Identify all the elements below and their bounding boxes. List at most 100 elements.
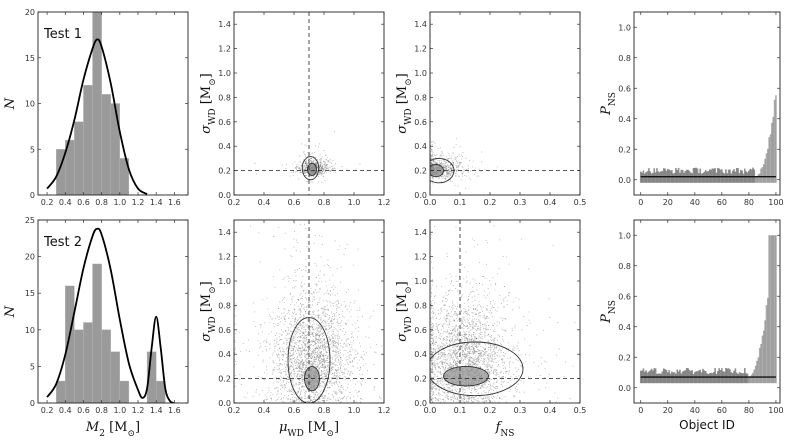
sample-point — [298, 395, 300, 397]
sample-point — [314, 354, 316, 356]
sample-point — [314, 351, 316, 353]
sample-point — [297, 398, 299, 400]
sample-point — [345, 292, 347, 293]
sample-point — [476, 175, 478, 177]
sample-point — [315, 351, 317, 353]
sample-point — [280, 399, 282, 400]
sample-point — [304, 349, 306, 351]
sample-point — [488, 349, 490, 351]
sample-point — [290, 324, 292, 325]
sample-point — [282, 354, 284, 355]
sample-point — [278, 324, 279, 326]
sample-point — [352, 264, 354, 266]
sample-point — [290, 391, 292, 392]
sample-point — [460, 359, 462, 361]
sample-point — [446, 342, 448, 344]
sample-point — [298, 299, 300, 301]
sample-point — [331, 325, 333, 327]
sample-point — [459, 276, 460, 277]
sample-point — [277, 353, 279, 355]
sample-point — [492, 345, 494, 347]
x-tick-label: 0 — [638, 198, 643, 207]
sample-point — [298, 363, 300, 365]
sample-point — [301, 359, 303, 361]
sample-point — [346, 356, 348, 358]
sample-point — [334, 218, 335, 219]
sample-point — [310, 293, 312, 295]
sample-point — [319, 331, 321, 332]
sample-point — [335, 392, 337, 394]
sample-point — [437, 356, 439, 358]
sample-point — [287, 377, 289, 379]
sample-point — [432, 376, 434, 378]
sample-point — [357, 316, 359, 318]
sample-point — [447, 176, 449, 178]
sample-point — [319, 327, 321, 329]
sample-point — [320, 379, 321, 381]
sample-point — [444, 169, 446, 171]
sample-point — [435, 158, 437, 160]
sample-point — [449, 390, 451, 392]
sample-point — [323, 335, 325, 336]
sample-point — [331, 376, 333, 378]
sample-point — [309, 295, 311, 297]
sample-point — [295, 169, 297, 171]
sample-point — [349, 348, 351, 350]
sample-point — [300, 161, 302, 163]
sample-point — [283, 367, 285, 369]
sample-point — [298, 363, 300, 364]
sample-point — [296, 239, 297, 241]
sample-point — [307, 353, 309, 355]
sample-point — [302, 325, 304, 327]
sample-point — [297, 319, 299, 321]
sample-point — [457, 162, 458, 164]
probability-column — [711, 168, 714, 183]
sample-point — [313, 313, 315, 315]
sample-point — [443, 177, 445, 179]
sample-point — [292, 336, 294, 338]
sample-point — [319, 372, 320, 374]
sample-point — [296, 368, 298, 369]
sample-point — [289, 292, 291, 294]
sample-point — [330, 368, 332, 370]
sample-point — [290, 371, 292, 373]
sample-point — [321, 359, 323, 361]
sample-point — [430, 163, 432, 165]
sample-point — [303, 171, 305, 172]
y-tick-label: 0.2 — [218, 167, 231, 176]
sample-point — [334, 369, 336, 371]
sample-point — [314, 358, 316, 360]
sample-point — [441, 309, 443, 311]
sample-point — [332, 382, 334, 384]
sample-point — [440, 164, 442, 166]
sample-point — [333, 376, 335, 378]
sample-point — [303, 290, 305, 292]
y-axis-label: PNS — [599, 92, 618, 116]
sample-point — [310, 396, 312, 397]
sample-point — [279, 358, 281, 360]
sample-point — [339, 352, 341, 354]
sample-point — [500, 302, 502, 304]
probability-column — [699, 168, 702, 183]
sample-point — [370, 346, 372, 348]
sample-point — [298, 362, 300, 364]
sample-point — [326, 354, 328, 356]
y-tick-label: 0.2 — [218, 375, 231, 384]
sample-point — [279, 333, 281, 335]
sample-point — [325, 365, 327, 367]
sample-point — [316, 360, 318, 362]
sample-point — [311, 353, 313, 355]
sample-point — [309, 362, 311, 364]
sample-point — [306, 165, 308, 167]
sample-point — [311, 324, 313, 326]
sample-point — [463, 325, 465, 327]
sample-point — [284, 329, 286, 331]
sample-point — [454, 353, 455, 355]
sample-point — [325, 166, 327, 168]
sample-point — [447, 173, 449, 175]
sample-point — [299, 324, 301, 326]
sample-point — [289, 374, 291, 376]
sample-point — [315, 145, 317, 147]
sample-point — [484, 290, 485, 292]
sample-point — [306, 401, 308, 402]
